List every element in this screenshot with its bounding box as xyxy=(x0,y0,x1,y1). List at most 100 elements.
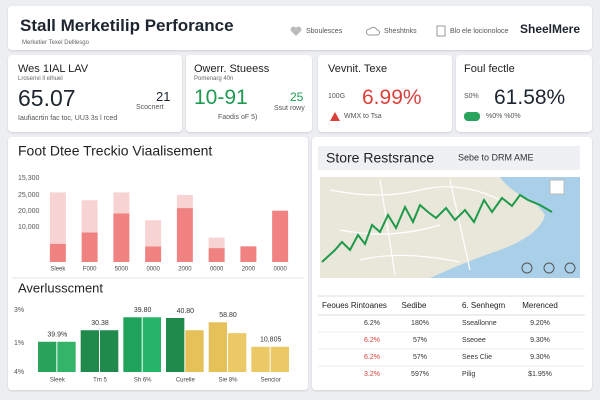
bar-segment xyxy=(113,192,130,214)
y-axis-label: 3% xyxy=(14,307,24,314)
table-header: 6. Senhegm xyxy=(462,301,505,310)
bar xyxy=(100,330,119,372)
bar xyxy=(208,322,227,372)
logo: SheelMere xyxy=(520,22,581,36)
kpi-title: Vevnit. Texe xyxy=(328,63,388,75)
header: Stall Merketilip Perforance Merketier Te… xyxy=(8,6,592,50)
bar xyxy=(80,330,99,372)
kpi-value: 61.58% xyxy=(494,86,566,109)
kpi-value: 6.99% xyxy=(362,86,422,109)
cloud-icon xyxy=(366,26,380,36)
kpi-card: Foul fectle S0% 61.58% %0% %0% xyxy=(456,55,592,132)
kpi-footer: WMX to Tsa xyxy=(344,113,382,120)
kpi-footer: Faodis oF 5) xyxy=(218,114,258,121)
x-tick-label: Sh 6% xyxy=(134,378,152,384)
store-header xyxy=(318,146,580,170)
table-cell: Pilig xyxy=(462,371,475,378)
page-subtitle: Merketier Texel Delllesgo xyxy=(22,40,89,46)
x-tick-label: F000 xyxy=(83,267,97,273)
kpi-footer: Iaufiacrtin fac toc, UU3 3s l rced xyxy=(18,115,118,122)
bar-segment xyxy=(49,192,66,244)
kpi-side-value: 25 xyxy=(290,90,304,104)
kpi-side-label: Scocnert xyxy=(136,104,164,111)
bar-segment xyxy=(81,200,98,233)
bar-annotation: 39.9% xyxy=(47,332,67,339)
table-cell: Sees Clie xyxy=(462,354,492,361)
chart-title: Averlusscment xyxy=(18,280,103,295)
y-axis-label: 10,000 xyxy=(18,224,40,231)
table-cell: Sseallonne xyxy=(462,320,497,327)
bar-segment xyxy=(272,210,289,262)
store-subtitle: Sebe to DRM AME xyxy=(458,152,534,162)
bar xyxy=(38,341,57,372)
bar xyxy=(185,330,204,372)
x-tick-label: Curelle xyxy=(176,378,196,384)
table-cell: $1.95% xyxy=(528,371,552,378)
kpi-card: Vevnit. Texe 100G 6.99% WMX to Tsa xyxy=(318,55,452,132)
table-header: Merenced xyxy=(522,301,558,310)
y-axis-label: 15,300 xyxy=(18,175,40,182)
bar-annotation: 39.80 xyxy=(134,307,152,314)
kpi-footer: %0% %0% xyxy=(486,113,521,120)
x-tick-label: 0000 xyxy=(146,267,160,273)
kpi-side-value: 21 xyxy=(156,89,171,104)
bar-segment xyxy=(145,246,162,262)
table-cell: 3.2% xyxy=(364,371,380,378)
kpi-title: Owerr. Stueess xyxy=(194,63,270,75)
x-tick-label: 5000 xyxy=(115,267,129,273)
page-title: Stall Merketilip Perforance xyxy=(20,16,234,35)
kpi-card: Wes 1IAL LAV Lrosenvi ll elhuel 65.07 21… xyxy=(8,55,182,132)
nav-link[interactable]: Sboulesces xyxy=(306,28,343,35)
table-cell: 9.30% xyxy=(530,337,550,344)
heart-icon xyxy=(290,26,302,36)
kpi-subtitle: Lrosenvi ll elhuel xyxy=(18,76,63,82)
bar xyxy=(251,346,270,372)
table-header: Feoues Rintoanes xyxy=(322,301,387,310)
bar-segment xyxy=(49,243,66,262)
bar xyxy=(270,346,289,372)
x-tick-label: 2000 xyxy=(242,267,256,273)
table-cell: 9.20% xyxy=(530,320,550,327)
bar xyxy=(166,318,185,372)
doc-icon xyxy=(436,25,446,37)
table-cell: 6.2% xyxy=(364,320,380,327)
alert-icon xyxy=(330,112,340,121)
bar xyxy=(142,317,161,372)
bar-segment xyxy=(81,232,98,262)
x-tick-label: 0000 xyxy=(210,267,224,273)
kpi-side-label: Ssut rowy xyxy=(274,105,305,112)
table-cell: 6.2% xyxy=(364,337,380,344)
x-tick-label: Sencior xyxy=(260,378,280,384)
kpi-small: 100G xyxy=(328,93,346,100)
table-cell: 6.2% xyxy=(364,354,380,361)
table-cell: Sseoee xyxy=(462,337,486,344)
bar-segment xyxy=(145,220,162,247)
nav-link[interactable]: Blo ele locionoloce xyxy=(450,28,509,35)
bar-segment xyxy=(113,213,130,262)
store-title: Store Restsrance xyxy=(326,150,434,166)
kpi-title: Wes 1IAL LAV xyxy=(18,63,89,75)
bar-segment xyxy=(208,248,225,262)
x-tick-label: 0000 xyxy=(273,267,287,273)
kpi-subtitle: Pomenarg 40n xyxy=(194,76,234,82)
y-axis-label: 4% xyxy=(14,369,24,376)
nav-link[interactable]: Sheshtnks xyxy=(384,28,417,35)
table-cell: 57% xyxy=(413,354,427,361)
map xyxy=(320,177,580,278)
x-tick-label: Tm 5 xyxy=(93,378,107,384)
x-tick-label: 2000 xyxy=(178,267,192,273)
bar xyxy=(57,341,76,372)
table-cell: 9.30% xyxy=(530,354,550,361)
bar-annotation: 30.38 xyxy=(91,320,109,327)
kpi-value: 10-91 xyxy=(194,86,248,109)
table-cell: 597% xyxy=(411,371,429,378)
kpi-title: Foul fectle xyxy=(464,63,515,75)
y-axis-label: 20,000 xyxy=(18,208,40,215)
bar xyxy=(228,333,247,372)
kpi-small: S0% xyxy=(464,93,479,100)
bar-annotation: 58.80 xyxy=(219,312,237,319)
kpi-card: Owerr. Stueess Pomenarg 40n 10-91 25 Ssu… xyxy=(186,55,312,132)
x-tick-label: Sleek xyxy=(50,378,66,384)
bar-segment xyxy=(240,246,257,262)
chart-title: Foot Dtee Treckio Viaalisement xyxy=(18,143,212,159)
